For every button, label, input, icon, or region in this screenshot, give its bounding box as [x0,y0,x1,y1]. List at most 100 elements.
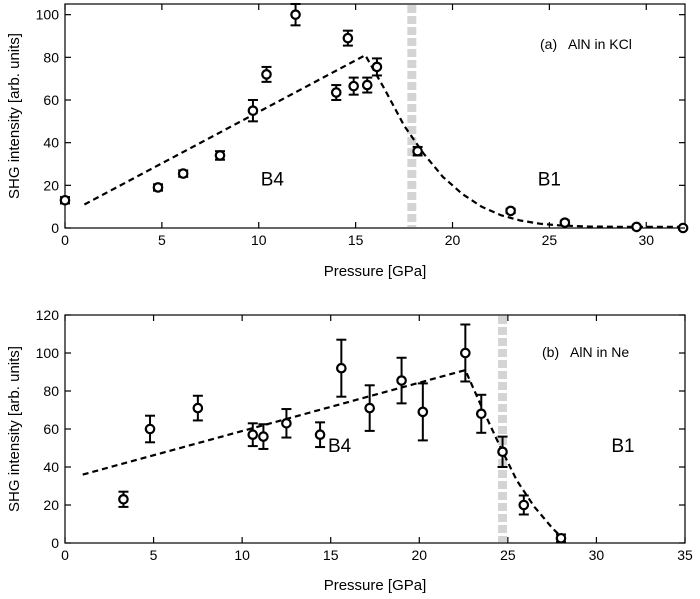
panel-b-data-point [314,421,326,449]
panel-b-x-tick-label: 30 [589,547,605,563]
panel-a-y-tick-label: 100 [36,7,60,23]
panel-b-data-point [258,423,269,450]
panel-b-y-axis-label: SHG intensity [arb. units] [6,346,23,512]
panel-b-data-point [555,532,567,544]
panel-a-point-marker [412,145,423,157]
panel-a-annotation: (a) AlN in KCl [540,36,632,52]
panel-b-x-tick-label: 10 [234,547,250,563]
panel-a-data-point [631,221,642,233]
panel-b-phase-label-b4: B4 [328,436,352,457]
panel-b-data-point [460,323,471,383]
panel-a-point-marker [371,61,383,73]
panel-a-y-tick-label: 60 [43,92,59,108]
panel-a-x-tick-label: 25 [542,232,558,248]
panel-a-point-marker [59,194,71,206]
panel-a-data-point [371,57,383,77]
panel-a-phase-label-b1: B1 [538,169,561,190]
panel-a-data-point [412,145,423,157]
panel-a-point-marker [361,79,373,91]
panel-b-point-marker [555,532,567,544]
panel-b-data-point [336,338,347,398]
panel-b-data-point [417,382,429,442]
panel-b-x-tick-label: 20 [411,547,427,563]
panel-a-y-tick-label: 20 [43,177,59,193]
panel-b-y-tick-label: 0 [51,535,59,551]
panel-a-data-point [177,168,189,179]
panel-b-y-tick-label: 80 [43,383,59,399]
panel-a-x-tick-label: 20 [445,232,461,248]
panel-a-x-tick-label: 15 [348,232,364,248]
panel-b-data-point [281,408,292,439]
panel-a-point-marker [348,80,359,92]
panel-a-fit-curve [83,53,685,228]
panel-a-point-marker [631,221,642,233]
panel-b-x-tick-label: 35 [677,547,693,563]
panel-b-data-point [497,435,508,468]
panel-a-point-marker [342,32,354,44]
panel-b-point-marker [247,429,259,440]
panel-b-data-point [144,414,156,444]
panel-b-point-marker [417,406,429,418]
panel-b-annotation: (b) AlN in Ne [542,344,629,360]
panel-b-data-point [396,356,407,405]
panel-b-x-axis-label: Pressure [GPa] [324,577,427,594]
panel-b-point-marker [314,429,326,440]
panel-a-data-point [152,182,164,193]
panel-a-data-point [361,76,373,94]
panel-b-y-tick-label: 20 [43,497,59,513]
panel-b-y-tick-label: 120 [36,307,60,323]
panel-a-x-axis-label: Pressure [GPa] [324,263,427,280]
panel-b-point-marker [460,347,471,359]
panel-b-y-tick-label: 60 [43,421,59,437]
panel-a-data-point [261,65,272,83]
panel-a-data-point [59,194,71,206]
panel-b-point-marker [475,408,487,420]
panel-b-data-point [192,394,204,422]
panel-a-data-point [348,76,359,96]
panel-a-point-marker [290,9,301,20]
panel-b-x-tick-label: 25 [500,547,516,563]
panel-b-y-tick-label: 40 [43,459,59,475]
panel-a-point-marker [559,217,571,228]
panel-a-data-point [214,150,226,161]
panel-a-x-tick-label: 0 [61,232,69,248]
panel-a-point-marker [177,168,189,179]
panel-a-point-marker [152,182,164,193]
panel-a-point-marker [505,205,516,217]
panel-b-point-marker [118,493,129,505]
panel-b-x-tick-label: 0 [61,547,69,563]
panel-a-x-tick-label: 10 [251,232,267,248]
panel-a-data-point [290,3,301,27]
panel-b-data-point [475,393,487,434]
panel-b-data-point [118,490,129,508]
panel-a-point-marker [261,69,272,80]
panel-b-point-marker [336,362,347,374]
panel-b-point-marker [258,431,269,442]
panel-b-y-tick-label: 100 [36,345,60,361]
panel-b-point-marker [396,375,407,386]
panel-b-data-point [247,422,259,448]
panel-b-phase-label-b1: B1 [611,436,634,457]
panel-a-point-marker [214,150,226,161]
panel-a-data-point [505,205,516,217]
panel-a-point-marker [247,105,259,116]
panel-b-point-marker [281,417,292,429]
panel-a-data-point [330,84,342,101]
panel-a-data-point [342,29,354,47]
panel-a-x-tick-label: 30 [638,232,654,248]
panel-b-fit-curve [82,368,568,543]
panel-b-data-point [364,384,375,432]
panel-b-chart: 0 5 10 15 20 25 30 35 0 20 40 60 80 100 120 Pressure [… [6,307,693,594]
panel-b-x-tick-label: 15 [323,547,339,563]
panel-a-data-point [559,217,571,228]
panel-a-y-tick-label: 0 [51,220,59,236]
panel-a-x-tick-label: 5 [158,232,166,248]
panel-b-point-marker [192,402,204,414]
panel-a-phase-label-b4: B4 [261,169,285,190]
panel-a-y-tick-label: 40 [43,135,59,151]
panel-b-point-marker [364,402,375,414]
panel-b-data-point [518,494,530,516]
panel-a-frame [64,3,686,229]
